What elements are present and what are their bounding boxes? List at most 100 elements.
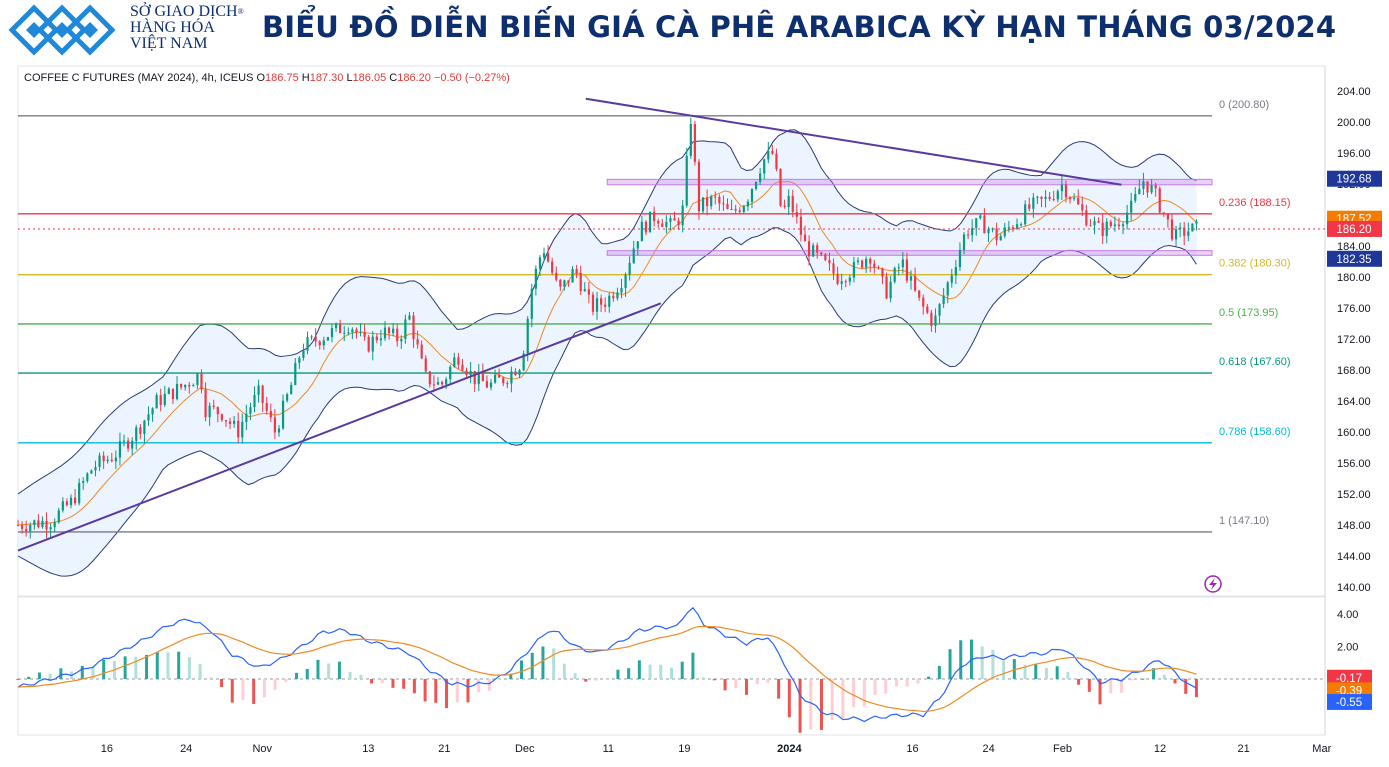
- candle-body: [546, 253, 550, 262]
- candle-body: [184, 384, 187, 388]
- candle-body: [1028, 204, 1031, 209]
- candle-body: [583, 289, 586, 292]
- candle-body: [783, 205, 786, 207]
- macd-histogram-bar: [1023, 664, 1027, 679]
- candle-body: [392, 328, 395, 334]
- macd-histogram-bar: [873, 679, 877, 695]
- candle-body: [273, 417, 276, 433]
- candle-body: [469, 370, 472, 375]
- macd-histogram-bar: [691, 652, 695, 679]
- candle-body: [754, 181, 758, 189]
- candle-body: [746, 201, 750, 207]
- candle-body: [1048, 196, 1051, 199]
- time-tick-label: 24: [180, 743, 192, 755]
- candle-body: [856, 260, 860, 263]
- candle-body: [261, 385, 264, 403]
- macd-histogram-bar: [37, 672, 41, 679]
- candle-body: [400, 338, 403, 342]
- candle-body: [420, 344, 423, 359]
- candle-body: [551, 261, 554, 273]
- macd-histogram-bar: [991, 649, 995, 679]
- candle-body: [233, 420, 236, 424]
- candle-body: [1126, 212, 1129, 225]
- macd-histogram-bar: [134, 656, 138, 679]
- price-tick-label: 144.00: [1337, 551, 1371, 563]
- candle-body: [1138, 188, 1141, 195]
- candle-body: [151, 408, 154, 415]
- macd-histogram-bar: [659, 664, 663, 679]
- candle-body: [1007, 227, 1010, 229]
- candle-body: [1020, 224, 1023, 226]
- price-tick-label: 156.00: [1337, 458, 1371, 470]
- candle-body: [294, 362, 297, 385]
- macd-histogram-bar: [1173, 679, 1177, 684]
- candle-body: [326, 337, 330, 341]
- candle-body: [314, 336, 317, 342]
- candle-body: [110, 459, 113, 462]
- macd-histogram-bar: [412, 679, 416, 694]
- candle-body: [628, 263, 631, 275]
- coffee-price-chart[interactable]: 204.00200.00196.00192.00188.00184.00180.…: [0, 62, 1389, 767]
- candle-body: [665, 221, 668, 227]
- macd-histogram-bar: [477, 679, 481, 693]
- candle-body: [693, 124, 696, 162]
- macd-histogram-bar: [777, 679, 781, 699]
- candle-body: [913, 276, 917, 291]
- candle-body: [114, 457, 117, 462]
- price-badge: [1327, 250, 1382, 267]
- candle-body: [82, 480, 85, 483]
- candle-body: [481, 371, 484, 382]
- candle-body: [98, 455, 101, 468]
- legend-change: −0.50 (−0.27%): [433, 72, 510, 84]
- candle-body: [600, 298, 603, 305]
- time-tick-label: 21: [1237, 743, 1249, 755]
- candle-body: [49, 527, 52, 530]
- trendline: [17, 302, 662, 552]
- chart-legend: COFFEE C FUTURES (MAY 2024), 4h, ICEUS O…: [24, 72, 510, 84]
- candle-body: [673, 218, 676, 221]
- candle-body: [860, 260, 864, 268]
- price-zone: [606, 178, 1213, 186]
- candle-body: [212, 405, 215, 408]
- candle-body: [971, 228, 974, 236]
- price-badge-label: 192.68: [1336, 174, 1371, 186]
- candle-body: [983, 215, 986, 234]
- candle-body: [1003, 227, 1006, 237]
- candle-body: [1183, 227, 1186, 236]
- candle-body: [1130, 200, 1133, 213]
- legend-high: H187.30: [301, 72, 344, 84]
- price-tick-label: 148.00: [1337, 520, 1371, 532]
- brand-line-1: SỞ GIAO DỊCH: [130, 3, 238, 20]
- candle-body: [404, 319, 407, 339]
- candle-body: [25, 528, 28, 532]
- candle-body: [922, 297, 925, 307]
- candle-body: [220, 414, 223, 421]
- fib-level-label: 0.618 (167.60): [1219, 356, 1291, 368]
- candle-body: [604, 304, 607, 307]
- candle-body: [987, 229, 990, 234]
- candle-body: [1191, 223, 1194, 232]
- price-tick-label: 168.00: [1337, 365, 1371, 377]
- candle-body: [934, 315, 937, 326]
- candle-body: [759, 173, 762, 182]
- macd-histogram-bar: [466, 679, 470, 703]
- macd-histogram-bar: [198, 664, 202, 679]
- candle-body: [375, 336, 378, 341]
- macd-histogram-bar: [787, 679, 791, 718]
- candle-body: [632, 248, 635, 264]
- candle-body: [1040, 196, 1043, 199]
- candle-body: [701, 197, 705, 212]
- candle-body: [131, 440, 134, 449]
- macd-histogram-bar: [1098, 679, 1102, 705]
- candle-body: [824, 254, 827, 261]
- macd-histogram-bar: [273, 679, 277, 690]
- macd-tick-label: 4.00: [1337, 609, 1358, 621]
- candle-body: [216, 407, 219, 415]
- candle-body: [653, 211, 656, 221]
- macd-histogram-bar: [605, 679, 609, 680]
- macd-histogram-bar: [1044, 668, 1048, 679]
- candle-body: [962, 234, 966, 251]
- macd-histogram-bar: [155, 652, 159, 679]
- price-tick-label: 196.00: [1337, 148, 1371, 160]
- macd-histogram-bar: [927, 676, 931, 679]
